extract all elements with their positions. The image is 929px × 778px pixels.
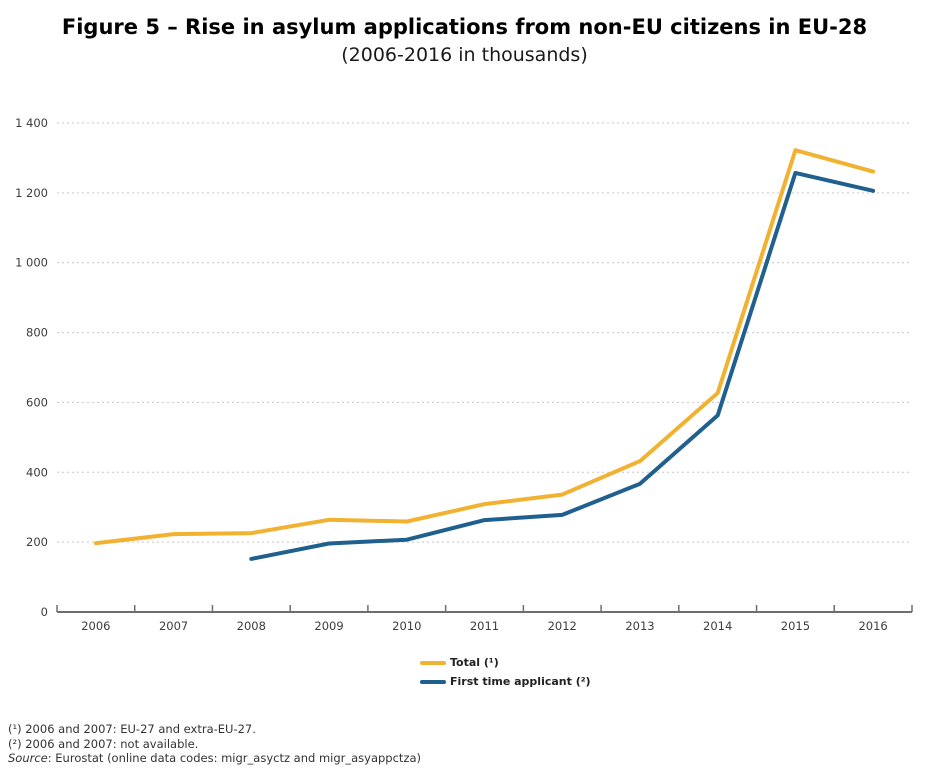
legend-item-total: Total (¹) [420,656,591,669]
y-tick-label: 600 [26,395,48,409]
source-label: Source [8,751,48,765]
figure-title: Figure 5 – Rise in asylum applications f… [61,15,868,39]
legend-label-total: Total (¹) [450,656,499,669]
x-tick-label: 2011 [470,619,499,633]
x-tick-label: 2008 [237,619,266,633]
y-tick-label: 400 [26,465,48,479]
line-chart: 0 200 400 600 800 1 000 1 200 1 400 2006 2007 2008… [15,116,913,633]
x-tick-label: 2013 [625,619,654,633]
x-tick-label: 2006 [81,619,110,633]
legend-item-first-time-applicant: First time applicant (²) [420,675,591,688]
x-tick-label: 2016 [858,619,887,633]
figure-subtitle: (2006-2016 in thousands) [341,44,588,66]
x-tick-label: 2012 [548,619,577,633]
y-tick-label: 1 400 [15,116,48,130]
y-tick-label: 200 [26,535,48,549]
y-tick-label: 0 [41,605,48,619]
y-tick-label: 800 [26,326,48,340]
x-tick-label: 2009 [314,619,343,633]
source-text: : Eurostat (online data codes: migr_asyc… [47,751,422,765]
figure-header: Figure 5 – Rise in asylum applications f… [0,14,929,68]
y-tick-label: 1 200 [15,186,48,200]
x-tick-label: 2010 [392,619,421,633]
series-line-total [93,148,876,546]
legend-marker-first-time-line [420,679,446,684]
chart-legend: Total (¹) First time applicant (²) [420,656,591,688]
legend-marker-total-line [420,660,446,665]
series-line-first-time-applicant [249,170,876,561]
y-tick-label: 1 000 [15,256,48,270]
x-tick-label: 2014 [703,619,732,633]
footnotes: (¹) 2006 and 2007: EU-27 and extra-EU-27… [8,722,421,766]
x-tick-label: 2007 [159,619,188,633]
footnote-2: (²) 2006 and 2007: not available. [8,736,199,751]
x-tick-label: 2015 [781,619,810,633]
footnote-1: (¹) 2006 and 2007: EU-27 and extra-EU-27… [8,722,256,736]
legend-label-first-time-applicant: First time applicant (²) [450,675,591,688]
footnote-source: Source: Eurostat (online data codes: mig… [8,751,421,766]
